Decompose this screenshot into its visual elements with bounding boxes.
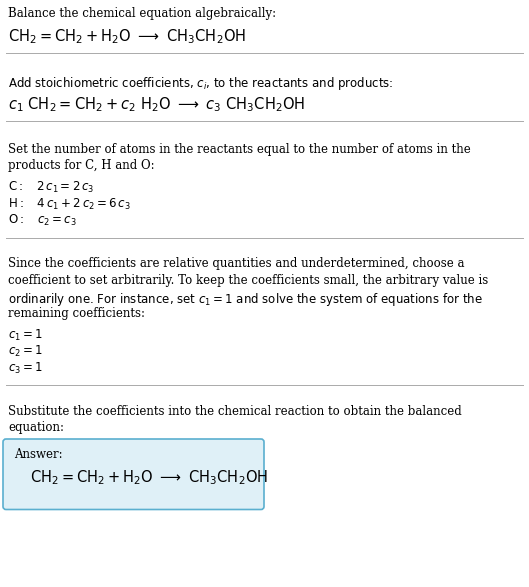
Text: Since the coefficients are relative quantities and underdetermined, choose a: Since the coefficients are relative quan… <box>8 258 464 271</box>
Text: Answer:: Answer: <box>14 448 62 461</box>
Text: $c_2 = 1$: $c_2 = 1$ <box>8 344 43 359</box>
Text: Balance the chemical equation algebraically:: Balance the chemical equation algebraica… <box>8 7 276 20</box>
Text: Add stoichiometric coefficients, $c_i$, to the reactants and products:: Add stoichiometric coefficients, $c_i$, … <box>8 75 394 92</box>
Text: Substitute the coefficients into the chemical reaction to obtain the balanced: Substitute the coefficients into the che… <box>8 405 462 418</box>
Text: coefficient to set arbitrarily. To keep the coefficients small, the arbitrary va: coefficient to set arbitrarily. To keep … <box>8 274 488 287</box>
Text: $\mathrm{CH_2{=}CH_2 + H_2O \ \longrightarrow \ CH_3CH_2OH}$: $\mathrm{CH_2{=}CH_2 + H_2O \ \longright… <box>8 27 246 46</box>
Text: $c_3 = 1$: $c_3 = 1$ <box>8 360 43 376</box>
Text: $\mathrm{C{:}} \quad 2\,c_1 = 2\,c_3$: $\mathrm{C{:}} \quad 2\,c_1 = 2\,c_3$ <box>8 180 94 195</box>
Text: remaining coefficients:: remaining coefficients: <box>8 307 145 320</box>
Text: $\mathrm{O{:}} \quad c_2 = c_3$: $\mathrm{O{:}} \quad c_2 = c_3$ <box>8 213 77 228</box>
Text: Set the number of atoms in the reactants equal to the number of atoms in the: Set the number of atoms in the reactants… <box>8 143 471 156</box>
Text: equation:: equation: <box>8 421 64 434</box>
Text: ordinarily one. For instance, set $c_1 = 1$ and solve the system of equations fo: ordinarily one. For instance, set $c_1 =… <box>8 291 483 308</box>
Text: $c_1 = 1$: $c_1 = 1$ <box>8 328 43 343</box>
FancyBboxPatch shape <box>3 439 264 510</box>
Text: $c_1\ \mathrm{CH_2{=}CH_2} + c_2\ \mathrm{H_2O} \ \longrightarrow \ c_3\ \mathrm: $c_1\ \mathrm{CH_2{=}CH_2} + c_2\ \mathr… <box>8 95 305 114</box>
Text: products for C, H and O:: products for C, H and O: <box>8 160 154 173</box>
Text: $\mathrm{CH_2{=}CH_2 + H_2O \ \longrightarrow \ CH_3CH_2OH}$: $\mathrm{CH_2{=}CH_2 + H_2O \ \longright… <box>30 468 268 487</box>
Text: $\mathrm{H{:}} \quad 4\,c_1 + 2\,c_2 = 6\,c_3$: $\mathrm{H{:}} \quad 4\,c_1 + 2\,c_2 = 6… <box>8 197 131 211</box>
